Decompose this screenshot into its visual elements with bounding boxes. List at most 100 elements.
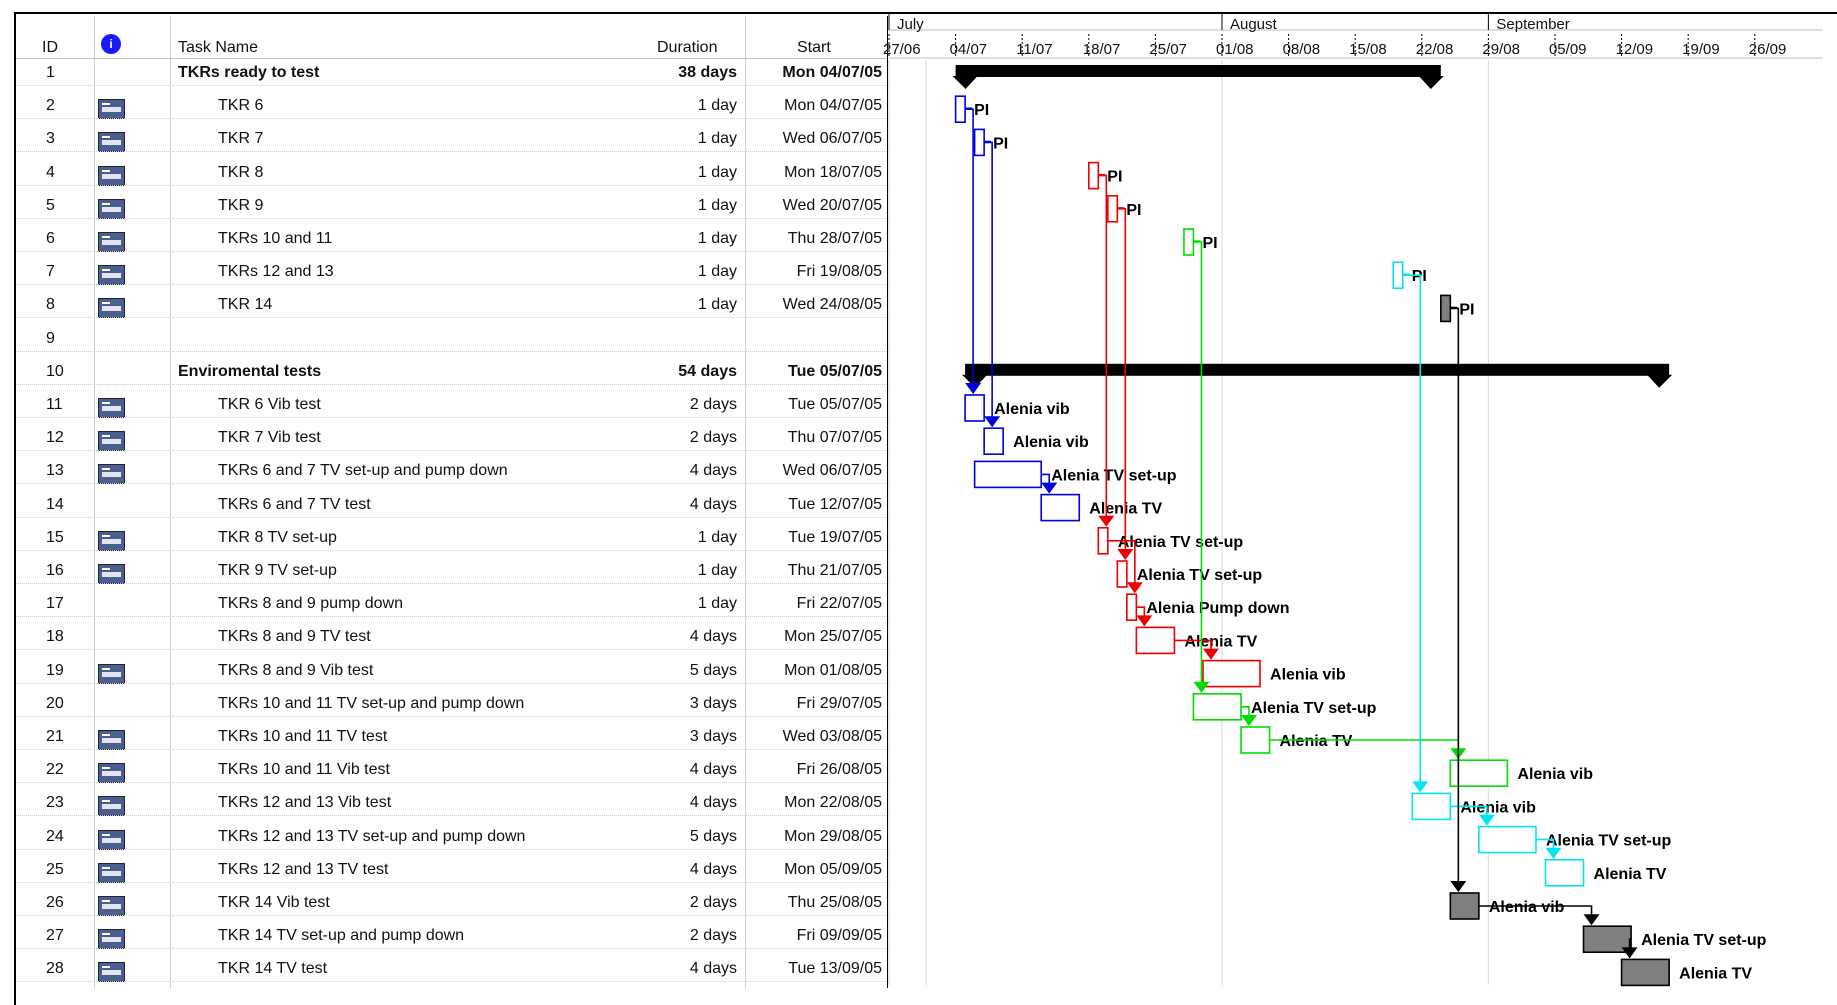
task-name-cell[interactable]: TKR 6	[218, 97, 264, 115]
task-start-cell[interactable]: Thu 07/07/05	[787, 429, 882, 447]
task-name-cell[interactable]: TKR 14 Vib test	[218, 894, 330, 911]
task-name-cell[interactable]: TKR 6 Vib test	[218, 396, 321, 413]
task-start-cell[interactable]: Mon 04/07/05	[784, 97, 882, 115]
task-duration-cell[interactable]: 4 days	[689, 495, 737, 513]
task-name-cell[interactable]: TKRs 10 and 11 TV set-up and pump down	[218, 694, 525, 712]
task-duration-cell[interactable]: 3 days	[689, 694, 737, 712]
task-id-cell[interactable]: 22	[46, 761, 64, 779]
task-start-cell[interactable]: Mon 25/07/05	[784, 628, 882, 646]
task-id-cell[interactable]: 16	[46, 562, 64, 579]
task-start-cell[interactable]: Thu 25/08/05	[787, 894, 882, 911]
task-duration-cell[interactable]: 4 days	[689, 761, 737, 779]
task-id-cell[interactable]: 15	[46, 528, 64, 546]
task-name-cell[interactable]: TKRs 12 and 13	[218, 263, 334, 281]
task-name-cell[interactable]: TKR 8 TV set-up	[218, 528, 337, 546]
task-name-cell[interactable]: TKRs 8 and 9 Vib test	[218, 661, 374, 679]
task-duration-cell[interactable]: 2 days	[689, 429, 737, 447]
task-name-cell[interactable]: TKR 14 TV set-up and pump down	[218, 927, 465, 945]
task-name-cell[interactable]: TKRs 10 and 11	[218, 230, 333, 247]
task-duration-cell[interactable]: 4 days	[689, 462, 737, 480]
task-duration-cell[interactable]: 38 days	[678, 64, 737, 81]
task-name-cell[interactable]: TKRs 6 and 7 TV set-up and pump down	[218, 462, 508, 480]
task-indicator-icon[interactable]	[98, 398, 125, 418]
task-duration-cell[interactable]: 54 days	[678, 362, 737, 380]
task-name-cell[interactable]: TKR 7 Vib test	[218, 429, 321, 447]
task-start-cell[interactable]: Wed 03/08/05	[782, 728, 882, 745]
info-indicator-icon[interactable]: i	[101, 34, 121, 54]
task-duration-cell[interactable]: 4 days	[689, 794, 737, 812]
task-id-cell[interactable]: 1	[46, 64, 55, 81]
task-duration-cell[interactable]: 1 day	[697, 296, 737, 314]
task-id-cell[interactable]: 23	[46, 794, 64, 812]
task-name-cell[interactable]: TKRs 6 and 7 TV test	[218, 495, 371, 513]
task-name-cell[interactable]: TKR 9	[218, 196, 264, 214]
task-indicator-icon[interactable]	[98, 165, 125, 186]
task-indicator-icon[interactable]	[98, 663, 125, 684]
task-id-cell[interactable]: 21	[46, 728, 64, 745]
task-start-cell[interactable]: Mon 01/08/05	[784, 661, 882, 679]
task-id-cell[interactable]: 26	[46, 894, 64, 911]
task-start-cell[interactable]: Mon 18/07/05	[784, 163, 882, 181]
task-start-cell[interactable]: Tue 05/07/05	[788, 362, 882, 380]
task-id-cell[interactable]: 18	[46, 628, 64, 646]
task-id-cell[interactable]: 24	[46, 827, 64, 845]
task-start-cell[interactable]: Tue 19/07/05	[788, 528, 882, 546]
task-start-cell[interactable]: Wed 06/07/05	[782, 130, 882, 148]
task-start-cell[interactable]: Wed 24/08/05	[782, 296, 882, 314]
task-duration-cell[interactable]: 1 day	[697, 595, 737, 613]
task-duration-cell[interactable]: 2 days	[689, 894, 737, 911]
header-start[interactable]: Start	[797, 39, 831, 56]
task-duration-cell[interactable]: 2 days	[689, 396, 737, 413]
header-id[interactable]: ID	[42, 39, 58, 56]
task-name-cell[interactable]: TKRs 10 and 11 TV test	[218, 728, 388, 745]
task-start-cell[interactable]: Wed 06/07/05	[782, 462, 882, 480]
task-id-cell[interactable]: 3	[46, 130, 55, 148]
task-indicator-icon[interactable]	[98, 829, 125, 850]
task-id-cell[interactable]: 7	[46, 263, 55, 281]
task-duration-cell[interactable]: 1 day	[697, 196, 737, 214]
task-start-cell[interactable]: Fri 09/09/05	[796, 927, 882, 945]
task-id-cell[interactable]: 10	[46, 362, 64, 380]
task-id-cell[interactable]: 5	[46, 196, 55, 214]
task-start-cell[interactable]: Tue 12/07/05	[788, 495, 882, 513]
task-start-cell[interactable]: Tue 13/09/05	[788, 960, 882, 978]
task-id-cell[interactable]: 12	[46, 429, 64, 447]
task-id-cell[interactable]: 8	[46, 296, 55, 314]
task-name-cell[interactable]: TKRs 12 and 13 Vib test	[218, 794, 392, 812]
task-duration-cell[interactable]: 4 days	[689, 628, 737, 646]
task-id-cell[interactable]: 28	[46, 960, 64, 978]
task-name-cell[interactable]: TKR 8	[218, 163, 264, 181]
task-duration-cell[interactable]: 2 days	[689, 927, 737, 945]
task-name-cell[interactable]: TKR 14	[218, 296, 273, 314]
task-name-cell[interactable]: TKRs ready to test	[178, 64, 320, 81]
task-name-cell[interactable]: TKR 14 TV test	[218, 960, 328, 978]
task-name-cell[interactable]: TKRs 12 and 13 TV set-up and pump down	[218, 827, 526, 845]
task-start-cell[interactable]: Fri 29/07/05	[796, 694, 882, 712]
task-duration-cell[interactable]: 4 days	[689, 960, 737, 978]
task-duration-cell[interactable]: 5 days	[689, 661, 737, 679]
task-start-cell[interactable]: Wed 20/07/05	[782, 196, 882, 214]
task-duration-cell[interactable]: 3 days	[689, 728, 737, 745]
task-id-cell[interactable]: 14	[46, 495, 64, 513]
task-id-cell[interactable]: 13	[46, 462, 64, 480]
task-id-cell[interactable]: 4	[46, 163, 55, 181]
task-start-cell[interactable]: Thu 28/07/05	[787, 230, 882, 247]
task-start-cell[interactable]: Mon 04/07/05	[782, 64, 882, 81]
task-id-cell[interactable]: 11	[46, 396, 63, 413]
task-start-cell[interactable]: Tue 05/07/05	[788, 396, 882, 413]
task-start-cell[interactable]: Mon 05/09/05	[784, 860, 882, 878]
task-duration-cell[interactable]: 1 day	[697, 230, 737, 247]
task-start-cell[interactable]: Mon 22/08/05	[784, 794, 882, 812]
task-name-cell[interactable]: TKR 7	[218, 130, 264, 148]
task-indicator-icon[interactable]	[98, 431, 125, 452]
task-name-cell[interactable]: TKRs 8 and 9 pump down	[218, 595, 403, 613]
task-id-cell[interactable]: 9	[46, 329, 55, 347]
task-name-cell[interactable]: TKRs 10 and 11 Vib test	[218, 761, 390, 779]
task-duration-cell[interactable]: 1 day	[697, 528, 737, 546]
header-task-name[interactable]: Task Name	[178, 39, 259, 56]
task-id-cell[interactable]: 25	[46, 860, 64, 878]
task-duration-cell[interactable]: 1 day	[697, 97, 737, 115]
task-duration-cell[interactable]: 1 day	[697, 562, 737, 579]
task-duration-cell[interactable]: 4 days	[689, 860, 737, 878]
task-id-cell[interactable]: 20	[46, 694, 64, 712]
